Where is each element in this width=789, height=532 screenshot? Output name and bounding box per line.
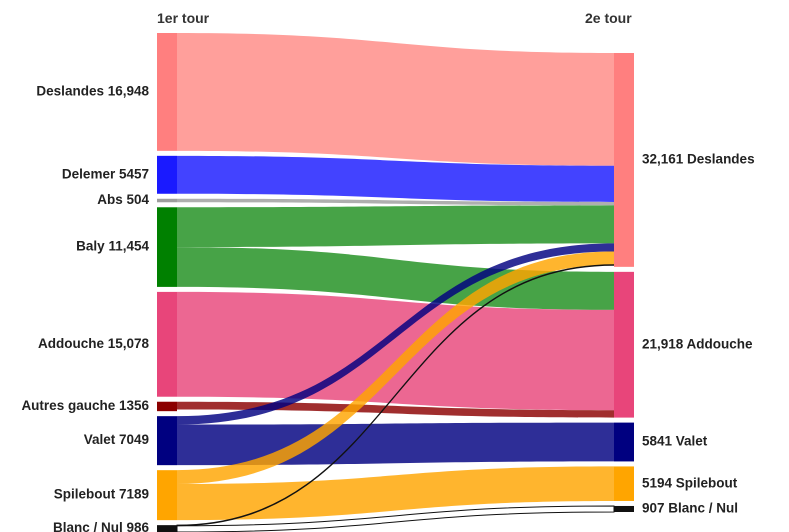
left-node-baly — [157, 207, 177, 287]
flow-baly-to-deslandes2 — [177, 205, 614, 248]
left-node-abs — [157, 198, 177, 203]
right-label-valet2: 5841 Valet — [642, 434, 708, 449]
second-round-header: 2e tour — [585, 10, 632, 26]
left-node-blanc1 — [157, 525, 177, 532]
flow-baly-to-addouche2 — [177, 247, 614, 310]
flow-spilebout1-to-deslandes2 — [177, 251, 614, 485]
first-round-header: 1er tour — [157, 10, 210, 26]
left-label-autresg: Autres gauche 1356 — [21, 398, 149, 413]
right-node-valet2 — [614, 422, 634, 462]
flow-valet1-to-valet2 — [177, 422, 614, 466]
left-label-deslandes1: Deslandes 16,948 — [36, 83, 149, 98]
left-node-autresg — [157, 401, 177, 412]
left-label-abs: Abs 504 — [97, 192, 149, 207]
flow-spilebout1-to-spilebout2 — [177, 466, 614, 521]
left-node-delemer — [157, 155, 177, 194]
left-node-spilebout1 — [157, 470, 177, 521]
right-label-deslandes2: 32,161 Deslandes — [642, 151, 755, 166]
right-node-addouche2 — [614, 271, 634, 418]
right-label-addouche2: 21,918 Addouche — [642, 336, 753, 351]
right-node-blanc2 — [614, 505, 634, 512]
flow-addouche1-to-addouche2 — [177, 291, 614, 411]
left-label-valet1: Valet 7049 — [84, 432, 149, 447]
left-label-delemer: Delemer 5457 — [62, 166, 149, 181]
right-node-deslandes2 — [614, 53, 634, 267]
left-node-valet1 — [157, 416, 177, 466]
right-label-spilebout2: 5194 Spilebout — [642, 475, 738, 490]
flow-valet1-to-deslandes2 — [177, 243, 614, 425]
flow-abs-to-deslandes2 — [177, 198, 614, 206]
flow-delemer-to-deslandes2 — [177, 155, 614, 202]
left-node-deslandes1 — [157, 33, 177, 151]
left-label-addouche1: Addouche 15,078 — [38, 336, 150, 351]
left-label-baly: Baly 11,454 — [76, 239, 149, 254]
left-node-addouche1 — [157, 291, 177, 397]
flow-deslandes1-to-deslandes2 — [177, 33, 614, 166]
left-label-spilebout1: Spilebout 7189 — [54, 487, 149, 502]
left-label-blanc1: Blanc / Nul 986 — [53, 520, 150, 532]
flows — [176, 33, 615, 532]
right-label-blanc2: 907 Blanc / Nul — [642, 501, 738, 516]
right-node-spilebout2 — [614, 466, 634, 501]
